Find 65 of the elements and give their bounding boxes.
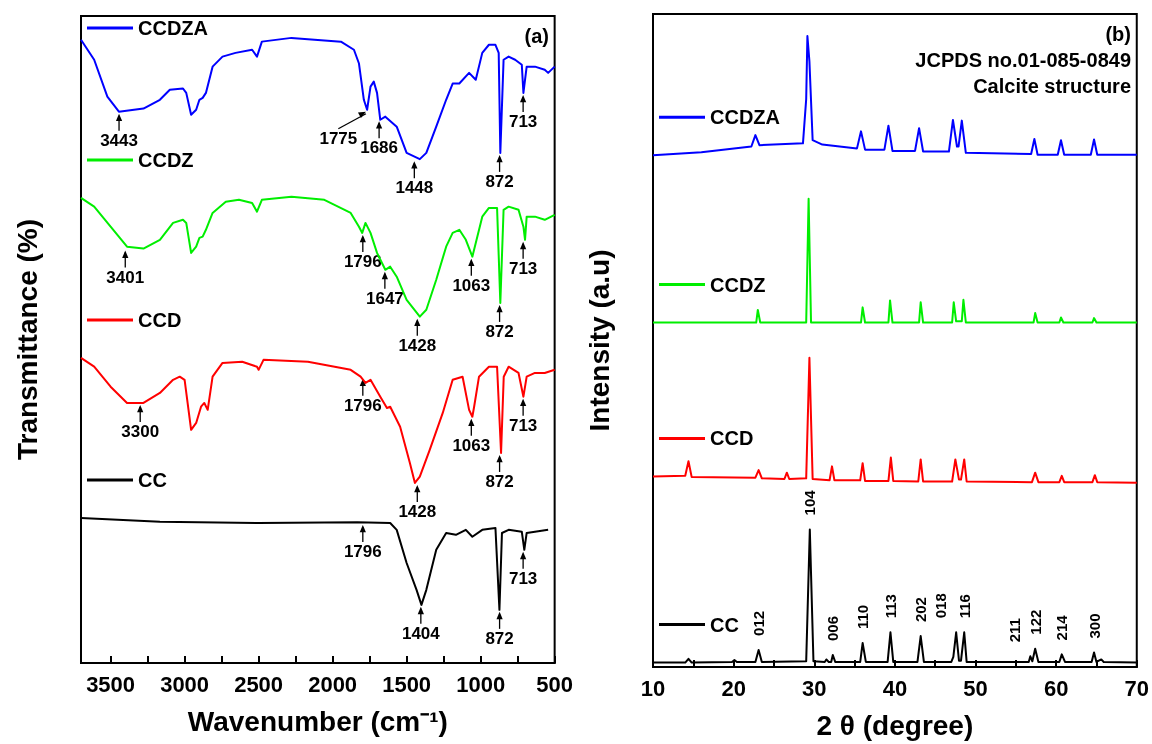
x-tick-label: 70 <box>1124 675 1150 701</box>
x-axis-title: Wavenumber (cm⁻¹) <box>187 705 448 737</box>
annotation: JCPDS no.01-085-0849 <box>915 49 1132 71</box>
legend-label: CCDZ <box>710 273 766 296</box>
annotation: 1404 <box>401 623 441 643</box>
annotation: 018 <box>931 593 949 619</box>
x-tick-label: 50 <box>963 675 988 701</box>
annotation: 1775 <box>319 128 358 148</box>
annotation: 113 <box>881 594 899 619</box>
annotation: 006 <box>824 615 842 642</box>
legend-label: CCDZA <box>710 106 780 129</box>
x-tick-label: 1000 <box>456 671 506 697</box>
annotation: (a) <box>524 25 550 47</box>
x-tick-label: 40 <box>882 675 908 701</box>
annotation: 713 <box>508 258 538 278</box>
annotation: 202 <box>912 597 930 623</box>
annotation: (b) <box>1105 23 1132 45</box>
x-tick-label: 500 <box>536 671 574 697</box>
annotation: 1647 <box>365 288 404 308</box>
x-axis-title: 2 θ (degree) <box>816 709 974 741</box>
y-axis-title: Transmittance (%) <box>11 218 43 461</box>
annotation: 1063 <box>452 275 491 295</box>
x-tick-label: 60 <box>1043 675 1069 701</box>
annotation: 211 <box>1005 618 1023 643</box>
annotation: 214 <box>1053 614 1071 641</box>
annotation: 713 <box>508 111 538 131</box>
x-tick-label: 30 <box>802 675 827 701</box>
legend-label: CCDZA <box>138 17 208 39</box>
annotation: 1448 <box>395 178 434 198</box>
legend-label: CCD <box>138 308 182 331</box>
legend-label: CC <box>138 468 167 491</box>
annotation: 1428 <box>398 335 437 355</box>
x-tick-label: 3500 <box>86 671 136 697</box>
x-tick-label: 3000 <box>160 671 210 697</box>
legend-label: CC <box>710 613 739 636</box>
annotation: 1063 <box>452 435 491 455</box>
annotation: 872 <box>485 171 514 191</box>
annotation: 1796 <box>343 395 382 415</box>
annotation: Calcite structure <box>973 75 1132 97</box>
annotation: 3300 <box>121 421 160 441</box>
x-tick-label: 20 <box>721 675 746 701</box>
x-tick-label: 2000 <box>308 671 358 697</box>
x-tick-label: 2500 <box>234 671 284 697</box>
x-tick-label: 10 <box>640 675 666 701</box>
annotation: 1686 <box>360 138 399 158</box>
annotation: 3401 <box>106 267 145 287</box>
annotation: 872 <box>485 471 514 491</box>
x-tick-label: 1500 <box>382 671 432 697</box>
legend-label: CCD <box>710 427 754 450</box>
annotation: 300 <box>1085 613 1103 639</box>
annotation: 713 <box>508 415 538 435</box>
y-axis-title: Intensity (a.u) <box>583 249 615 432</box>
annotation: 1796 <box>343 251 382 271</box>
annotation: 110 <box>854 604 872 630</box>
annotation: 1796 <box>343 541 382 561</box>
annotation: 1428 <box>398 501 437 521</box>
legend-label: CCDZ <box>138 148 194 171</box>
annotation: 012 <box>750 610 768 636</box>
annotation: 872 <box>485 628 514 648</box>
annotation: 713 <box>508 568 538 588</box>
annotation: 3443 <box>100 130 138 150</box>
annotation: 104 <box>801 489 819 516</box>
annotation: 116 <box>955 594 973 619</box>
annotation: 872 <box>485 321 514 341</box>
annotation: 122 <box>1026 609 1044 635</box>
